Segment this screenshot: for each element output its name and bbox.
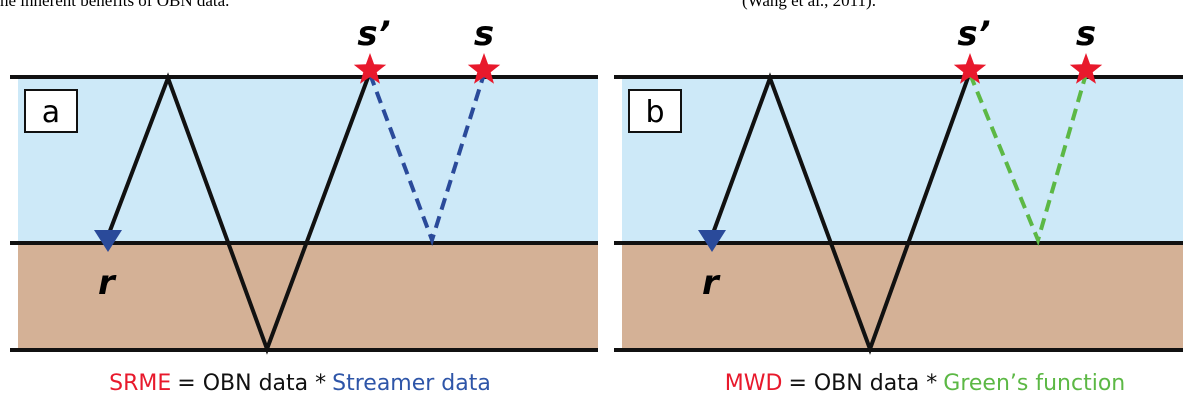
caption-middle: = OBN data *	[177, 371, 326, 396]
header-right: (Wang et al., 2011).	[742, 0, 876, 10]
water-layer	[18, 78, 598, 243]
source-label: s	[1076, 14, 1096, 54]
panel-label: b	[645, 95, 664, 130]
source-label: s	[474, 14, 494, 54]
water-layer	[622, 78, 1183, 243]
panel-label: a	[42, 95, 60, 130]
caption-kernel: Green’s function	[943, 371, 1125, 396]
receiver-label: r	[98, 263, 117, 303]
header-left: he inherent benefits of OBN data.	[0, 0, 229, 10]
page: he inherent benefits of OBN data. (Wang …	[0, 0, 1185, 410]
receiver-label: r	[702, 263, 721, 303]
caption-method: MWD	[725, 371, 783, 396]
caption-middle: = OBN data *	[788, 371, 937, 396]
panel: b r s’ s MWD= OBN data *Green’s function	[614, 14, 1183, 396]
figure: he inherent benefits of OBN data. (Wang …	[0, 0, 1185, 410]
caption: MWD= OBN data *Green’s function	[725, 371, 1125, 396]
source-label: s’	[357, 14, 390, 54]
panel: a r s’ s SRME= OBN data *Streamer data	[10, 14, 598, 396]
source-label: s’	[957, 14, 990, 54]
caption-method: SRME	[109, 371, 171, 396]
caption-kernel: Streamer data	[332, 371, 491, 396]
caption: SRME= OBN data *Streamer data	[109, 371, 491, 396]
